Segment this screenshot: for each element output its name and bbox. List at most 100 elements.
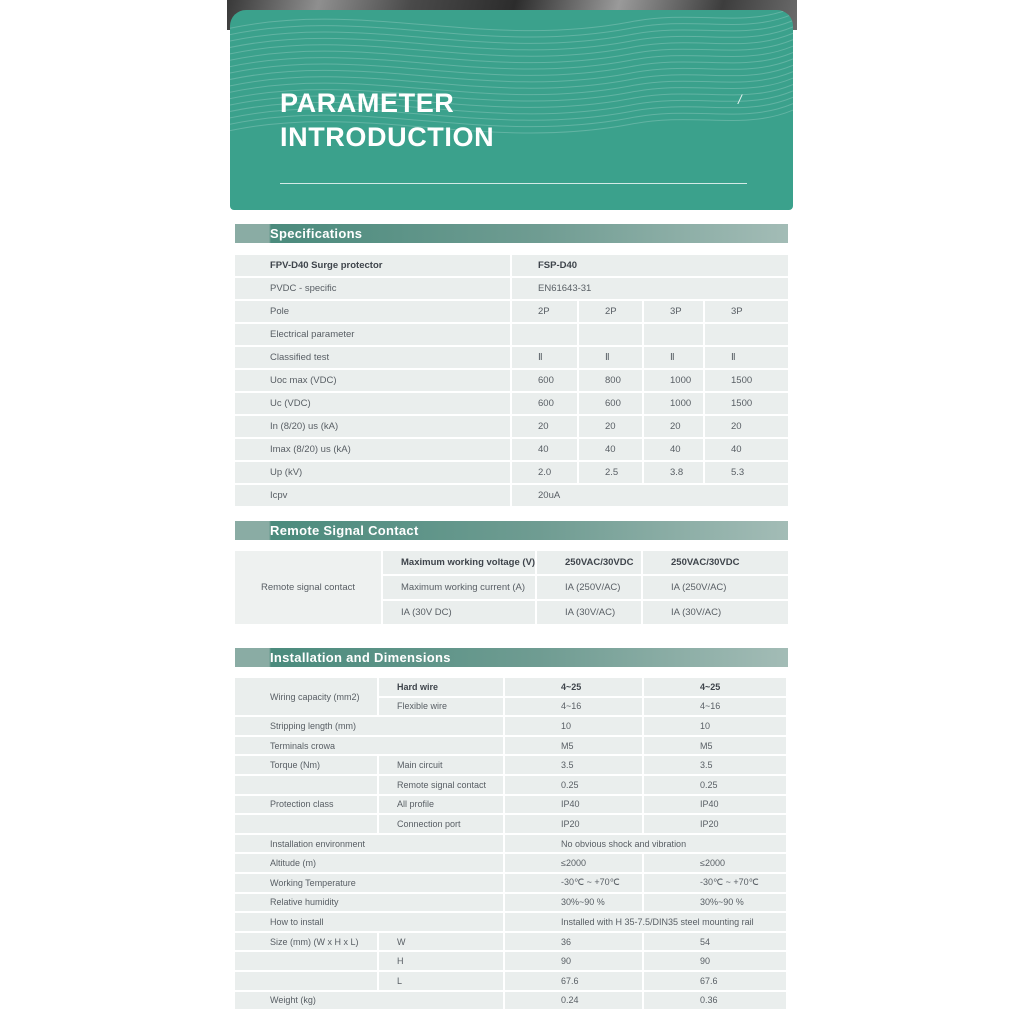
table-cell: 250VAC/30VDC (643, 551, 788, 574)
table-cell: PVDC - specific (235, 278, 510, 299)
table-cell: 2P (579, 301, 642, 322)
table-cell: 20 (644, 416, 703, 437)
table-cell: Hard wire (379, 678, 503, 696)
table-cell: Installation environment (235, 834, 503, 853)
table-cell: EN61643-31 (512, 278, 788, 299)
table-cell: -30℃ ~ +70℃ (644, 873, 786, 892)
table-cell: 0.25 (505, 775, 642, 794)
table-cell: M5 (644, 736, 786, 755)
table-cell: 2P (512, 301, 577, 322)
table-cell: 10 (644, 717, 786, 735)
table-cell: In (8/20) us (kA) (235, 416, 510, 437)
table-cell (235, 971, 377, 990)
page-marker-slash: / (738, 92, 742, 107)
hero-banner: PARAMETER INTRODUCTION / (230, 10, 793, 210)
table-cell: Ⅱ (579, 347, 642, 368)
table-cell (512, 324, 577, 345)
table-cell: 600 (512, 393, 577, 414)
section-bar-installation-and-dimensions: Installation and Dimensions (235, 648, 788, 667)
table-cell: How to install (235, 913, 503, 931)
table-cell: 20 (705, 416, 788, 437)
table-cell: Relative humidity (235, 893, 503, 912)
specifications-table: FPV-D40 Surge protector FSP-D40 PVDC - spe… (235, 255, 788, 506)
table-cell: Installed with H 35-7.5/DIN35 steel moun… (505, 913, 786, 931)
table-cell: IA (30V/AC) (537, 601, 641, 624)
table-cell: Main circuit (379, 756, 503, 774)
table-cell: 1500 (705, 370, 788, 391)
table-cell: 20uA (512, 485, 788, 506)
section-title-installation-and-dimensions: Installation and Dimensions (270, 650, 451, 665)
page-title: PARAMETER INTRODUCTION (280, 86, 494, 154)
table-cell: IA (30V DC) (383, 601, 535, 624)
table-cell: M5 (505, 736, 642, 755)
table-cell: IP20 (505, 815, 642, 833)
table-cell (235, 952, 377, 970)
table-cell (579, 324, 642, 345)
table-cell: 0.25 (644, 775, 786, 794)
table-cell: Classified test (235, 347, 510, 368)
table-cell: 30%~90 % (505, 893, 642, 912)
table-cell: 2.5 (579, 462, 642, 483)
page-title-line1: PARAMETER (280, 88, 455, 118)
table-cell: 1000 (644, 393, 703, 414)
table-cell: L (379, 971, 503, 990)
table-cell: Ⅱ (512, 347, 577, 368)
table-cell: 3P (644, 301, 703, 322)
table-cell: Up (kV) (235, 462, 510, 483)
table-cell: Wiring capacity (mm2) (235, 678, 377, 716)
table-cell: IA (250V/AC) (537, 576, 641, 599)
table-cell: Torque (Nm) (235, 756, 377, 774)
table-cell: 30%~90 % (644, 893, 786, 912)
table-cell: 36 (505, 932, 642, 951)
table-cell (705, 324, 788, 345)
table-cell: Remote signal contact (235, 551, 381, 624)
table-cell: Flexible wire (379, 697, 503, 716)
table-cell: 40 (705, 439, 788, 460)
table-cell: 3P (705, 301, 788, 322)
banner-divider (280, 183, 747, 184)
section-bar-remote-signal-contact: Remote Signal Contact (235, 521, 788, 540)
table-cell: ≤2000 (644, 854, 786, 872)
table-cell: 40 (512, 439, 577, 460)
table-cell: IP40 (505, 795, 642, 814)
table-cell: 20 (579, 416, 642, 437)
table-cell: 600 (579, 393, 642, 414)
table-cell: 90 (505, 952, 642, 970)
table-cell: 800 (579, 370, 642, 391)
installation-and-dimensions-table: Wiring capacity (mm2) Hard wire 4~25 4~25 Fl… (235, 678, 788, 1010)
table-cell: Connection port (379, 815, 503, 833)
table-cell: FPV-D40 Surge protector (235, 255, 510, 276)
table-cell: 4~16 (644, 697, 786, 716)
table-cell (235, 775, 377, 794)
table-cell: 40 (644, 439, 703, 460)
table-cell: IP20 (644, 815, 786, 833)
table-cell: 67.6 (505, 971, 642, 990)
table-cell: 2.0 (512, 462, 577, 483)
table-cell: Ⅱ (705, 347, 788, 368)
section-title-remote-signal-contact: Remote Signal Contact (270, 523, 419, 538)
table-cell: 67.6 (644, 971, 786, 990)
table-cell: Weight (kg) (235, 991, 503, 1010)
table-cell: IA (30V/AC) (643, 601, 788, 624)
table-cell: Protection class (235, 795, 377, 814)
table-cell: All profile (379, 795, 503, 814)
remote-signal-contact-table: Remote signal contact Maximum working vol… (235, 551, 788, 624)
section-title-specifications: Specifications (270, 226, 363, 241)
table-cell: Uc (VDC) (235, 393, 510, 414)
table-cell: 600 (512, 370, 577, 391)
table-cell: 20 (512, 416, 577, 437)
table-cell: Maximum working current (A) (383, 576, 535, 599)
table-cell: Pole (235, 301, 510, 322)
table-cell: IA (250V/AC) (643, 576, 788, 599)
table-cell: Electrical parameter (235, 324, 510, 345)
table-cell: Imax (8/20) us (kA) (235, 439, 510, 460)
table-cell: 3.5 (505, 756, 642, 774)
table-cell: 0.36 (644, 991, 786, 1010)
table-cell: 3.5 (644, 756, 786, 774)
table-cell (644, 324, 703, 345)
table-cell: 3.8 (644, 462, 703, 483)
page-title-line2: INTRODUCTION (280, 122, 495, 152)
table-cell: 4~25 (505, 678, 642, 696)
table-cell: No obvious shock and vibration (505, 834, 786, 853)
table-cell: IP40 (644, 795, 786, 814)
